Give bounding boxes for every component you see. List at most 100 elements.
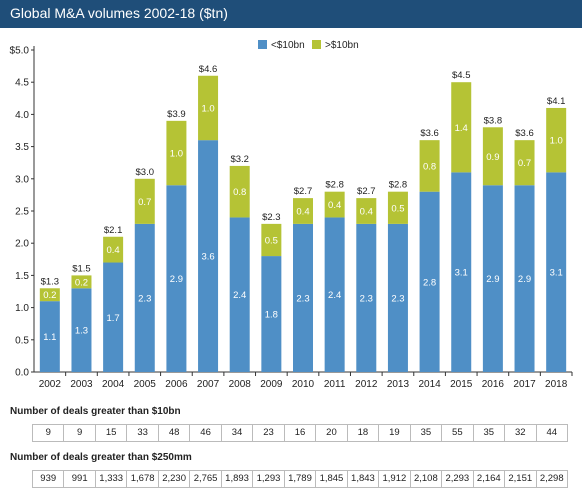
y-tick-label: 2.5 <box>15 207 29 218</box>
y-tick-label: 1.5 <box>15 271 29 282</box>
total-label: $3.6 <box>420 128 439 139</box>
table-cell: 2,230 <box>157 471 189 487</box>
legend-swatch-upper <box>312 40 321 49</box>
table-cell: 1,912 <box>378 471 409 487</box>
total-label: $1.3 <box>41 276 60 287</box>
data-label-lower: 1.1 <box>43 332 56 343</box>
table-cell: 32 <box>504 425 535 441</box>
data-label-upper: 1.4 <box>455 123 468 134</box>
bar-upper-2009 <box>261 223 282 257</box>
bar-lower-2007 <box>198 140 219 372</box>
table-cell: 44 <box>535 425 567 441</box>
total-label: $2.8 <box>325 180 344 191</box>
table-cell: 1,293 <box>252 471 283 487</box>
total-label: $3.0 <box>136 167 155 178</box>
bar-lower-2004 <box>103 262 124 372</box>
data-label-lower: 2.9 <box>518 274 531 285</box>
bar-lower-2006 <box>166 185 187 372</box>
y-tick-label: 0.5 <box>15 335 29 346</box>
total-label: $2.7 <box>357 186 376 197</box>
x-tick-label: 2017 <box>513 379 536 390</box>
x-tick-label: 2013 <box>387 379 410 390</box>
table-cell: 1,333 <box>94 471 126 487</box>
data-label-upper: 0.4 <box>296 207 309 218</box>
data-label-upper: 0.4 <box>360 207 373 218</box>
data-label-upper: 1.0 <box>170 149 183 160</box>
y-tick-label: 0.0 <box>15 368 29 379</box>
table-cell: 33 <box>126 425 157 441</box>
bar-upper-2002 <box>39 288 60 302</box>
bar-lower-2015 <box>451 172 472 372</box>
data-label-lower: 3.6 <box>201 252 214 263</box>
table-row-250mm: 939 991 1,333 1,678 2,230 2,765 1,893 1,293 1,78… <box>32 470 568 488</box>
table-cell: 15 <box>94 425 126 441</box>
y-tick-label: $5.0 <box>10 46 30 57</box>
bar-upper-2006 <box>166 120 187 186</box>
bar-upper-2012 <box>356 198 377 224</box>
x-tick-label: 2004 <box>102 379 125 390</box>
x-tick-label: 2008 <box>229 379 252 390</box>
data-label-lower: 2.8 <box>423 277 436 288</box>
stacked-bar-chart: 0.0 0.5 1.0 1.5 2.0 2.5 3.0 3.5 4.0 4.5 $5.0 1.1 0.2… <box>10 40 573 390</box>
total-label: $4.5 <box>452 70 471 81</box>
total-label: $2.3 <box>262 212 281 223</box>
bar-lower-2017 <box>514 185 535 372</box>
data-label-lower: 2.4 <box>233 290 246 301</box>
x-tick-label: 2014 <box>418 379 441 390</box>
x-tick-label: 2009 <box>260 379 283 390</box>
bar-upper-2018 <box>546 107 567 173</box>
bar-upper-2005 <box>134 178 155 224</box>
legend-swatch-lower <box>258 40 267 49</box>
data-label-upper: 0.7 <box>518 158 531 169</box>
total-label: $2.8 <box>389 180 408 191</box>
data-label-upper: 1.0 <box>201 103 214 114</box>
data-label-lower: 2.3 <box>391 293 404 304</box>
bar-upper-2013 <box>387 191 408 224</box>
table-cell: 35 <box>472 425 504 441</box>
data-label-lower: 3.1 <box>550 268 563 279</box>
x-tick-label: 2006 <box>165 379 188 390</box>
bar-upper-2011 <box>324 191 345 218</box>
table-cell: 23 <box>252 425 283 441</box>
table-cell: 9 <box>63 425 94 441</box>
total-label: $2.7 <box>294 186 313 197</box>
y-tick-label: 4.5 <box>15 78 29 89</box>
x-tick-label: 2016 <box>482 379 505 390</box>
data-label-upper: 0.4 <box>107 245 120 256</box>
x-tick-label: 2002 <box>39 379 62 390</box>
bar-upper-2004 <box>103 236 124 263</box>
bar-lower-2014 <box>419 191 440 372</box>
bar-upper-2016 <box>482 127 503 186</box>
bar-upper-2007 <box>198 75 219 141</box>
table-cell: 18 <box>346 425 378 441</box>
x-tick-label: 2007 <box>197 379 220 390</box>
table-cell: 19 <box>378 425 409 441</box>
data-label-upper: 0.4 <box>328 200 341 211</box>
data-label-upper: 0.5 <box>265 235 278 246</box>
total-label: $4.6 <box>199 64 218 75</box>
bar-lower-2009 <box>261 256 282 372</box>
data-label-upper: 0.2 <box>43 290 56 301</box>
table-title-10bn: Number of deals greater than $10bn <box>10 406 181 417</box>
bar-lower-2008 <box>229 217 250 372</box>
table-cell: 1,789 <box>283 471 315 487</box>
table-cell: 2,108 <box>409 471 441 487</box>
table-cell: 20 <box>315 425 346 441</box>
legend-label-lower: <$10bn <box>271 40 305 51</box>
table-cell: 55 <box>441 425 472 441</box>
bar-lower-2005 <box>134 223 155 372</box>
bar-lower-2011 <box>324 217 345 372</box>
table-cell: 991 <box>63 471 94 487</box>
data-label-lower: 1.8 <box>265 310 278 321</box>
bar-upper-2017 <box>514 140 535 186</box>
x-tick-label: 2012 <box>355 379 378 390</box>
table-cell: 46 <box>189 425 220 441</box>
bar-upper-2008 <box>229 165 250 218</box>
total-label: $3.9 <box>167 109 186 120</box>
table-cell: 939 <box>40 473 57 484</box>
bar-lower-2002 <box>39 301 60 372</box>
bar-lower-2016 <box>482 185 503 372</box>
data-label-lower: 2.9 <box>170 274 183 285</box>
total-label: $1.5 <box>72 263 91 274</box>
bar-lower-2003 <box>71 288 92 372</box>
